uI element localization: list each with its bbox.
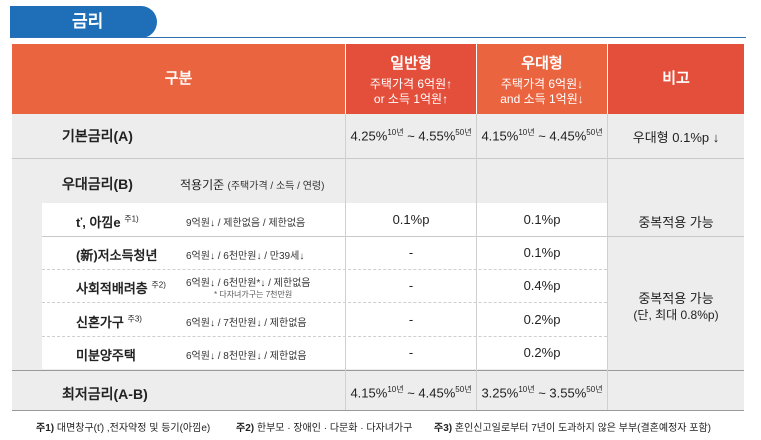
pref-rate-label: 우대금리(B) [62,176,133,192]
pref-row-preferential: 0.2%p [523,345,561,360]
min-rate-general: 4.15%10년 ~ 4.45%50년 [350,385,472,401]
pref-row-label: ť, 아낌e 주1) [76,214,139,230]
pref-row-general: - [408,345,414,360]
pref-criteria-heading: 적용기준 (주택가격 / 소득 / 연령) [180,178,325,192]
row-divider [12,158,744,159]
pref-row-general: 0.1%p [392,212,430,227]
base-rate-preferential: 4.15%10년 ~ 4.45%50년 [481,128,603,144]
pref-row-label: (新)저소득청년 [76,248,158,263]
base-rate-label: 기본금리(A) [62,128,133,144]
row-divider [12,370,744,371]
pref-row-general: - [408,312,414,327]
pref-row-criteria: 6억원↓ / 8천만원↓ / 제한없음 [186,351,307,362]
row-divider [42,302,607,303]
pref-row-criteria: 6억원↓ / 6천만원*↓ / 제한없음 [186,278,311,289]
base-rate-remark: 우대형 0.1%p ↓ [632,130,720,145]
section-title: 금리 [10,6,157,38]
pref-row-label: 사회적배려층 주2) [76,280,166,296]
base-rate-band [12,114,744,158]
pref-remark-max-line2: (단, 최대 0.8%p) [633,308,719,322]
min-rate-band [12,371,744,410]
col-divider [476,114,477,410]
footnote-1: 주1) 대면창구(ť) ,전자약정 및 등기(아낌e) [36,423,211,434]
table-bottom-rule [12,410,744,411]
base-rate-general: 4.25%10년 ~ 4.55%50년 [350,128,472,144]
header-preferential-line2: and 소득 1억원↓ [500,92,584,106]
pref-remark-max-line1: 중복적용 가능 [638,291,714,306]
header-preferential-title: 우대형 [521,55,563,72]
pref-row-criteria: 6억원↓ / 7천만원↓ / 제한없음 [186,318,307,329]
pref-row-preferential: 0.1%p [523,212,561,227]
pref-row-preferential: 0.1%p [523,245,561,260]
pref-row-label: 신혼가구 주3) [76,314,142,330]
header-general-line2: or 소득 1억원↑ [373,92,449,106]
footnote-2: 주2) 한부모 · 장애인 · 다문화 · 다자녀가구 [236,423,413,434]
header-general: 일반형 주택가격 6억원↑ or 소득 1억원↑ [346,44,476,114]
header-preferential-line1: 주택가격 6억원↓ [500,77,584,91]
min-rate-preferential: 3.25%10년 ~ 3.55%50년 [481,385,603,401]
header-gubun: 구분 [12,44,345,114]
row-divider [42,336,607,337]
header-general-line1: 주택가격 6억원↑ [369,77,453,91]
title-divider [10,37,746,38]
col-divider [607,114,608,410]
pref-row-label: 미분양주택 [76,348,136,363]
pref-criteria-area [42,203,345,369]
row-divider [42,269,607,270]
pref-preferential-area [477,203,607,369]
col-divider [345,114,346,410]
min-rate-label: 최저금리(A-B) [62,386,148,402]
row-divider [42,236,744,237]
pref-row-general: - [408,278,414,293]
pref-remark-duplicate: 중복적용 가능 [638,215,714,230]
pref-row-preferential: 0.4%p [523,278,561,293]
header-gubun-label: 구분 [164,70,193,87]
pref-row-preferential: 0.2%p [523,312,561,327]
pref-row-general: - [408,245,414,260]
pref-row-criteria: 9억원↓ / 제한없음 / 제한없음 [186,218,306,229]
header-remarks-label: 비고 [662,70,690,87]
header-general-title: 일반형 [390,55,432,72]
header-preferential: 우대형 주택가격 6억원↓ and 소득 1억원↓ [477,44,607,114]
pref-general-area [346,203,476,369]
pref-row-criteria: 6억원↓ / 6천만원↓ / 만39세↓ [186,251,305,262]
footnote-3: 주3) 혼인신고일로부터 7년이 도과하지 않은 부부(결혼예정자 포함) [434,423,711,434]
pref-row-criteria-note: * 다자녀가구는 7천만원 [214,290,293,299]
header-remarks: 비고 [608,44,744,114]
